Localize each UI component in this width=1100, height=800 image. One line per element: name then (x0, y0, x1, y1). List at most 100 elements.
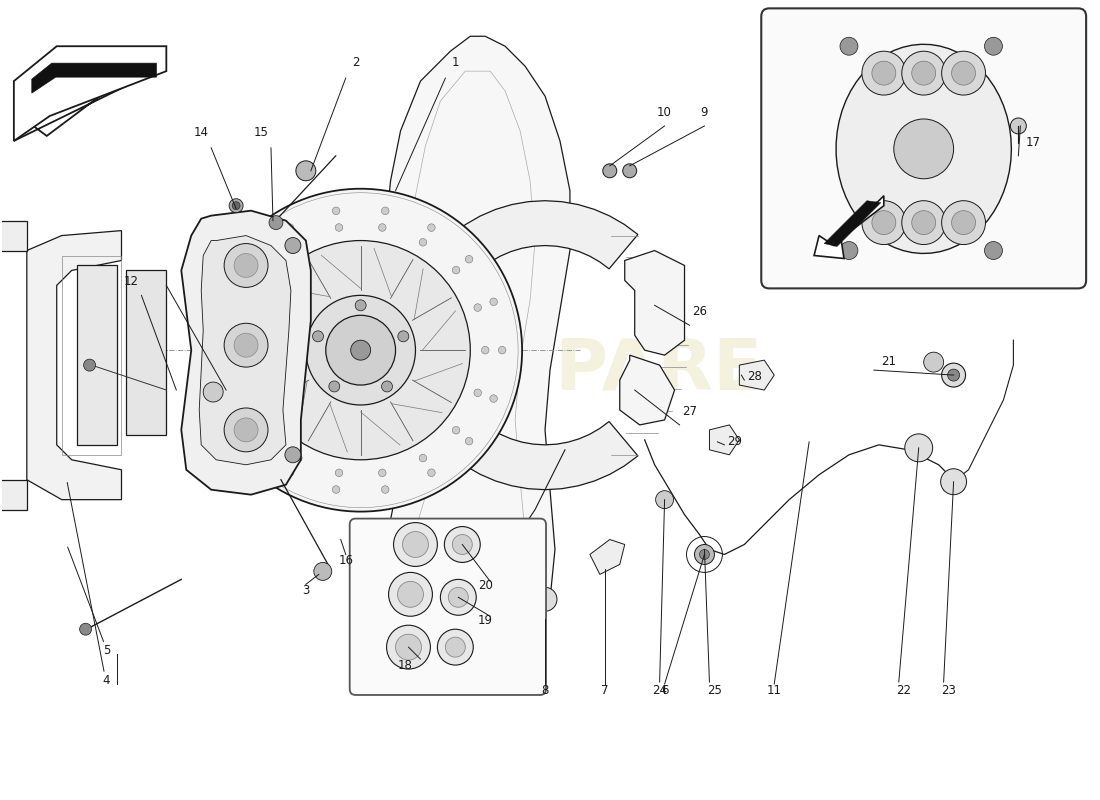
Polygon shape (836, 44, 1011, 254)
Circle shape (940, 469, 967, 494)
Text: 14: 14 (194, 126, 209, 139)
Text: 20: 20 (477, 579, 493, 592)
Circle shape (262, 426, 270, 434)
Polygon shape (32, 63, 156, 93)
Text: 8: 8 (541, 684, 549, 697)
Circle shape (295, 454, 302, 462)
Circle shape (382, 486, 389, 494)
Circle shape (452, 266, 460, 274)
Text: 12: 12 (124, 275, 139, 288)
Text: 17: 17 (1026, 136, 1041, 149)
Text: 22: 22 (896, 684, 911, 697)
Text: 5: 5 (103, 644, 110, 657)
Circle shape (474, 389, 482, 397)
Circle shape (306, 295, 416, 405)
Circle shape (314, 562, 332, 580)
Circle shape (474, 304, 482, 311)
Circle shape (326, 315, 396, 385)
Polygon shape (400, 201, 638, 490)
Circle shape (224, 298, 231, 306)
Circle shape (984, 242, 1002, 259)
Polygon shape (386, 36, 570, 659)
Text: a passion for car parts: a passion for car parts (419, 441, 620, 459)
FancyBboxPatch shape (350, 518, 546, 695)
Circle shape (224, 408, 268, 452)
Circle shape (840, 38, 858, 55)
Circle shape (465, 438, 473, 445)
Circle shape (534, 587, 557, 611)
Circle shape (452, 534, 472, 554)
Circle shape (623, 164, 637, 178)
Circle shape (482, 346, 490, 354)
Polygon shape (199, 235, 290, 465)
Circle shape (700, 550, 710, 559)
Polygon shape (77, 266, 117, 445)
Circle shape (1011, 118, 1026, 134)
Text: 18: 18 (398, 659, 412, 672)
Circle shape (398, 331, 409, 342)
Circle shape (397, 582, 424, 607)
Circle shape (952, 210, 976, 234)
Circle shape (403, 531, 428, 558)
Circle shape (840, 242, 858, 259)
Text: 1: 1 (452, 56, 459, 69)
Circle shape (428, 469, 436, 477)
Text: 24: 24 (652, 684, 667, 697)
Circle shape (905, 434, 933, 462)
Circle shape (394, 522, 438, 566)
Polygon shape (625, 250, 684, 355)
Circle shape (419, 454, 427, 462)
Circle shape (378, 224, 386, 231)
Circle shape (312, 331, 323, 342)
Circle shape (234, 254, 258, 278)
Circle shape (240, 304, 248, 311)
Circle shape (872, 210, 895, 234)
Text: 11: 11 (767, 684, 782, 697)
Polygon shape (14, 46, 166, 141)
Circle shape (894, 119, 954, 178)
Polygon shape (26, 230, 121, 500)
Circle shape (296, 161, 316, 181)
Text: 4: 4 (102, 674, 110, 687)
Circle shape (490, 298, 497, 306)
Circle shape (240, 389, 248, 397)
Text: 28: 28 (747, 370, 761, 383)
Circle shape (285, 447, 301, 462)
Text: EUROSPARE: EUROSPARE (278, 336, 762, 405)
Circle shape (942, 51, 986, 95)
Circle shape (355, 300, 366, 311)
Text: 15: 15 (254, 126, 268, 139)
Text: 6: 6 (661, 684, 669, 697)
Circle shape (924, 352, 944, 372)
Circle shape (249, 438, 256, 445)
Circle shape (446, 637, 465, 657)
Text: 27: 27 (682, 405, 697, 418)
Text: 25: 25 (707, 684, 722, 697)
Circle shape (440, 579, 476, 615)
Text: 21: 21 (881, 355, 896, 368)
Text: 26: 26 (692, 306, 707, 318)
Circle shape (251, 241, 471, 460)
Circle shape (947, 369, 959, 381)
Circle shape (912, 61, 936, 85)
Circle shape (382, 207, 389, 214)
Circle shape (942, 363, 966, 387)
Polygon shape (824, 201, 881, 246)
Circle shape (862, 201, 905, 245)
Circle shape (229, 198, 243, 213)
Circle shape (378, 469, 386, 477)
Circle shape (262, 266, 270, 274)
Polygon shape (619, 355, 674, 425)
Circle shape (656, 490, 673, 509)
Circle shape (952, 61, 976, 85)
Circle shape (336, 224, 343, 231)
FancyBboxPatch shape (761, 8, 1086, 288)
Circle shape (285, 238, 301, 254)
Circle shape (224, 243, 268, 287)
Circle shape (449, 587, 469, 607)
Circle shape (438, 630, 473, 665)
Circle shape (912, 210, 936, 234)
Text: 10: 10 (657, 106, 672, 119)
Text: 16: 16 (338, 554, 353, 567)
Circle shape (249, 255, 256, 263)
